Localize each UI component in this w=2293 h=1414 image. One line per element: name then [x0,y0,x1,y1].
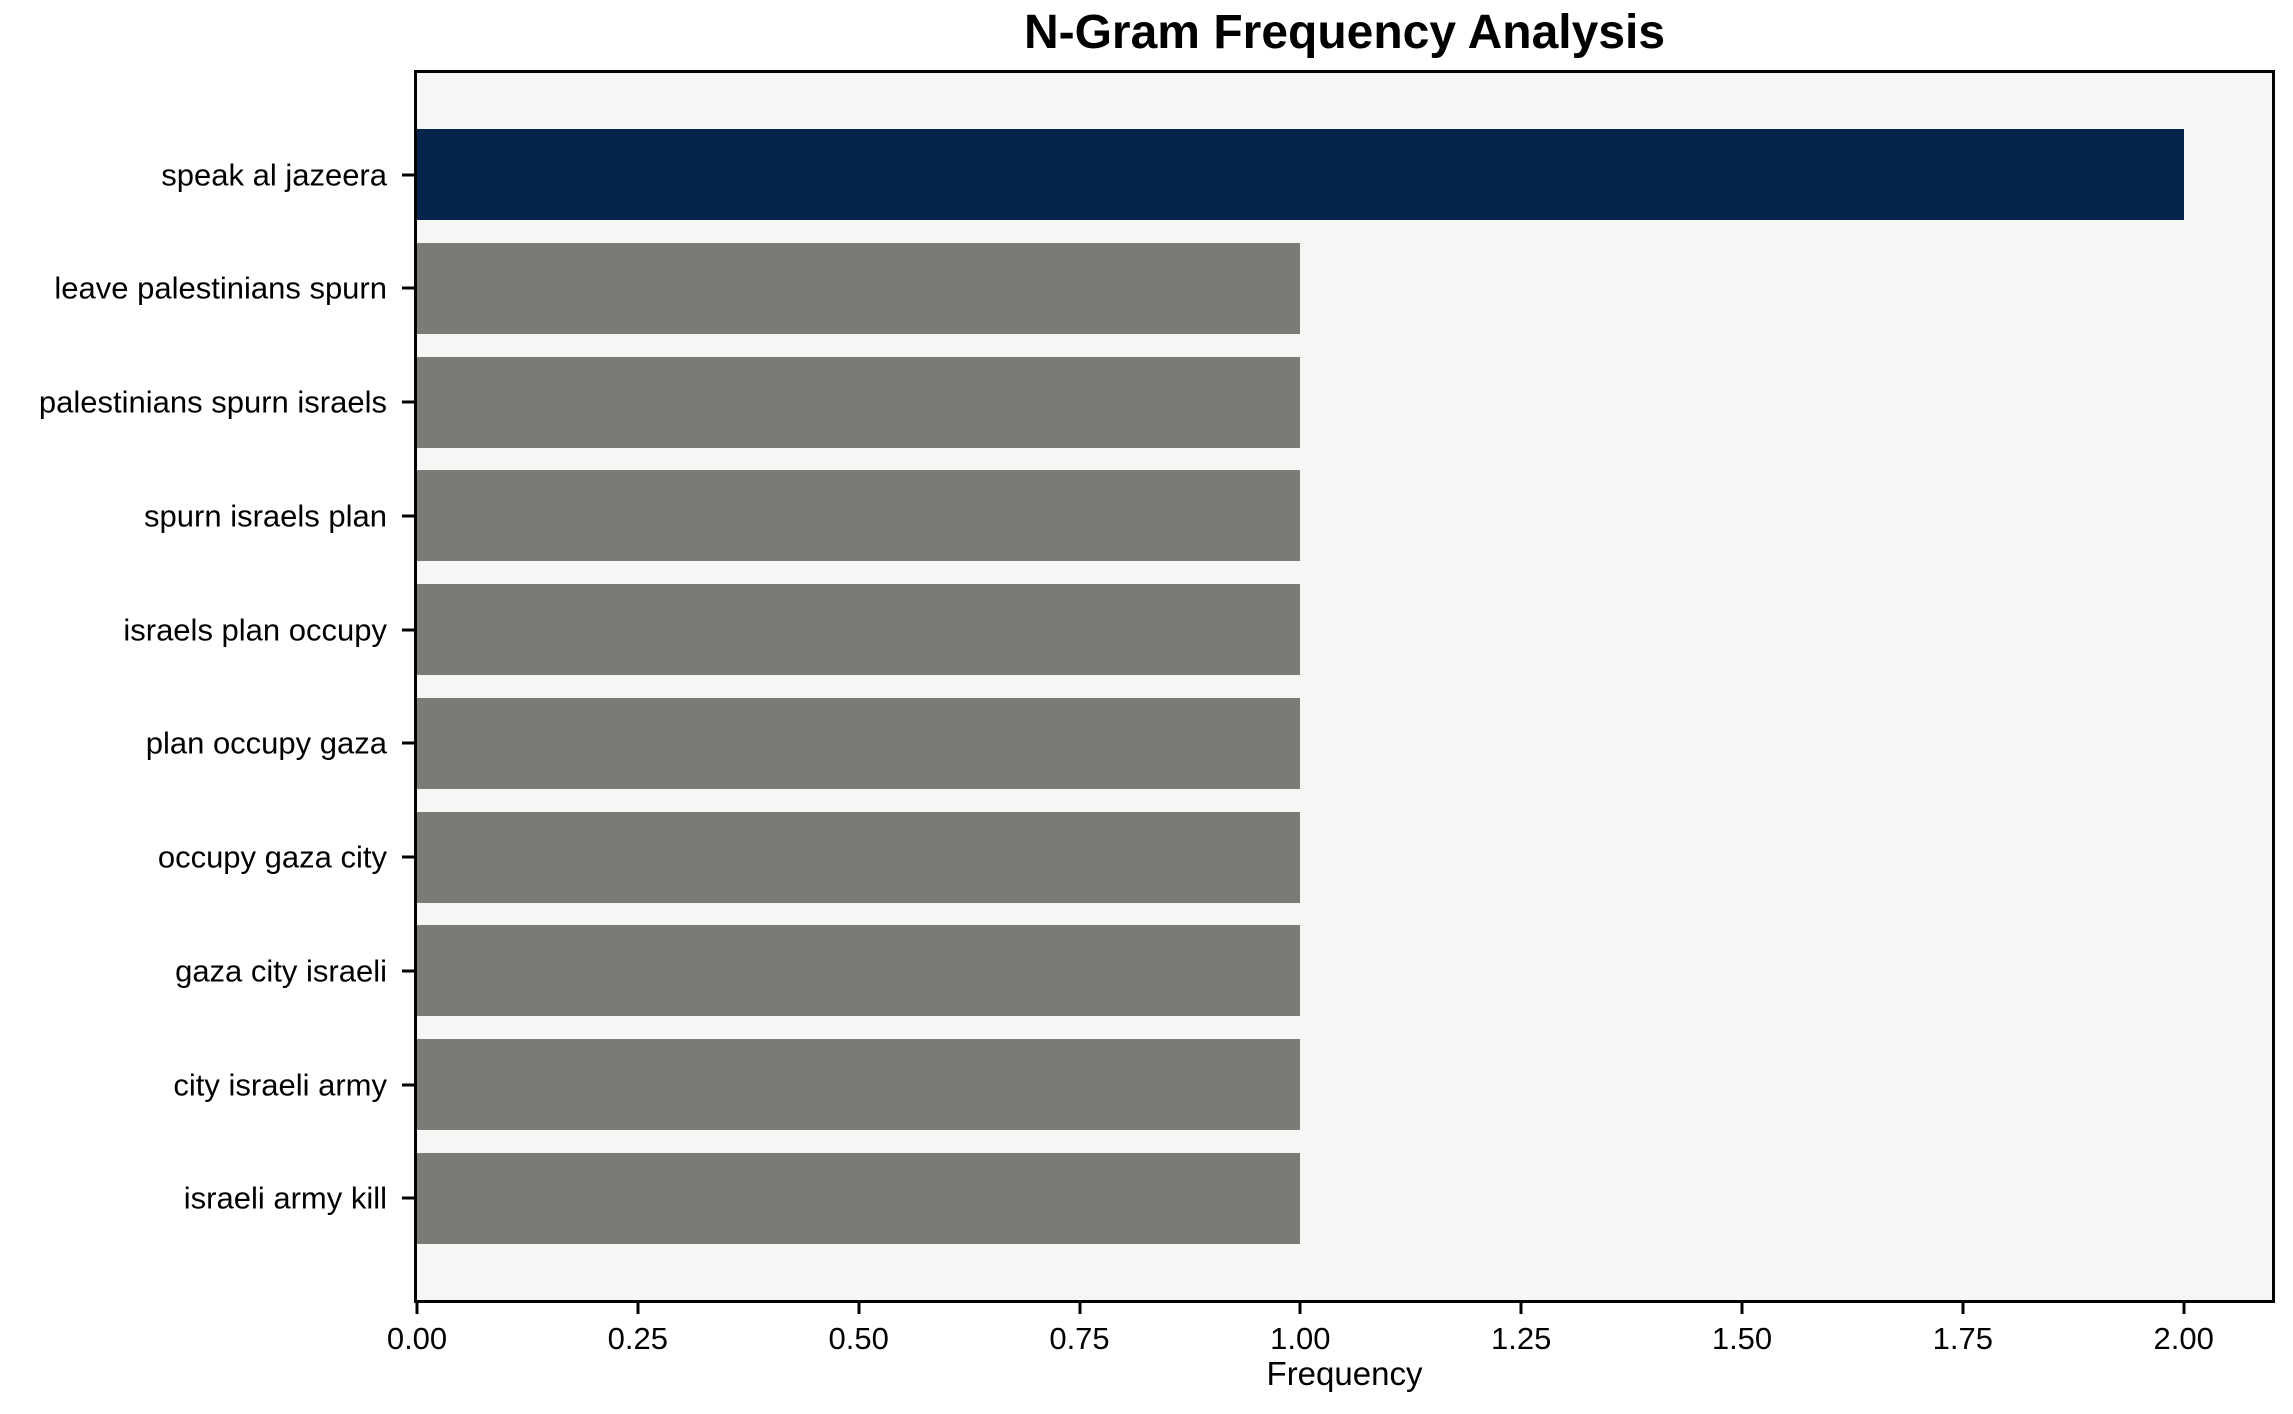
x-tick-mark [1961,1303,1965,1314]
x-tick-label: 1.50 [1711,1321,1773,1356]
y-tick-label: city israeli army [173,1067,387,1103]
x-tick-mark [415,1303,419,1314]
bar [417,925,1301,1017]
bars-area: speak al jazeera leave palestinians spurn… [39,73,2272,1300]
y-tick-mark [402,286,414,290]
bar [417,811,1301,903]
chart-title: N-Gram Frequency Analysis [1023,6,1666,59]
plot-area: speak al jazeera leave palestinians spurn… [39,70,2275,1392]
bar-row: occupy gaza city [158,811,2272,903]
bar [417,1152,1301,1244]
x-tick-label: 1.25 [1490,1321,1552,1356]
x-tick-mark [636,1303,640,1314]
x-tick-mark [1740,1303,1744,1314]
y-tick-mark [402,628,414,632]
x-tick-mark [1078,1303,1081,1314]
x-axis-label: Frequency [1266,1355,1423,1392]
bar [417,242,1301,334]
bar-row: gaza city israeli [175,925,2272,1017]
bar-row: israeli army kill [184,1152,2272,1244]
bar-row: leave palestinians spurn [54,242,2272,334]
bar [417,470,1301,562]
y-tick-mark [402,741,414,745]
x-tick-label: 0.00 [386,1321,448,1356]
y-tick-label: spurn israels plan [144,498,387,534]
x-tick-mark [1519,1303,1523,1314]
x-tick-mark [1298,1303,1302,1314]
y-tick-label: plan occupy gaza [145,725,387,761]
bar-row: city israeli army [173,1039,2272,1131]
y-tick-label: israels plan occupy [123,612,387,648]
y-tick-mark [402,1083,414,1087]
bar [417,356,1301,448]
x-tick-label: 0.25 [607,1321,668,1356]
bar [417,129,2184,220]
y-tick-mark [402,969,414,973]
y-tick-mark [402,855,414,859]
x-tick-label: 1.75 [1932,1321,1993,1356]
bar-row: speak al jazeera [161,129,2272,220]
y-tick-label: israeli army kill [183,1180,387,1216]
y-tick-label: speak al jazeera [161,157,387,192]
bar-row: palestinians spurn israels [39,356,2272,448]
x-tick-mark [857,1303,861,1314]
y-tick-mark [402,173,414,176]
x-tick-label: 0.75 [1049,1321,1110,1356]
x-tick-label: 0.50 [828,1321,889,1356]
bar-row: israels plan occupy [123,584,2272,676]
bar [417,1039,1301,1131]
bar [417,697,1301,789]
y-tick-label: gaza city israeli [175,953,387,989]
x-tick-mark [2182,1303,2186,1314]
bar-row: spurn israels plan [144,470,2272,562]
y-tick-label: palestinians spurn israels [38,384,387,420]
x-tick-label: 1.00 [1270,1321,1331,1356]
bar-row: plan occupy gaza [146,697,2272,789]
x-tick-label: 2.00 [2153,1321,2214,1356]
y-tick-label: occupy gaza city [157,839,387,875]
bar [417,584,1301,676]
y-tick-mark [402,1196,414,1200]
y-tick-mark [402,400,414,404]
y-tick-mark [402,514,414,518]
y-tick-label: leave palestinians spurn [54,270,387,306]
